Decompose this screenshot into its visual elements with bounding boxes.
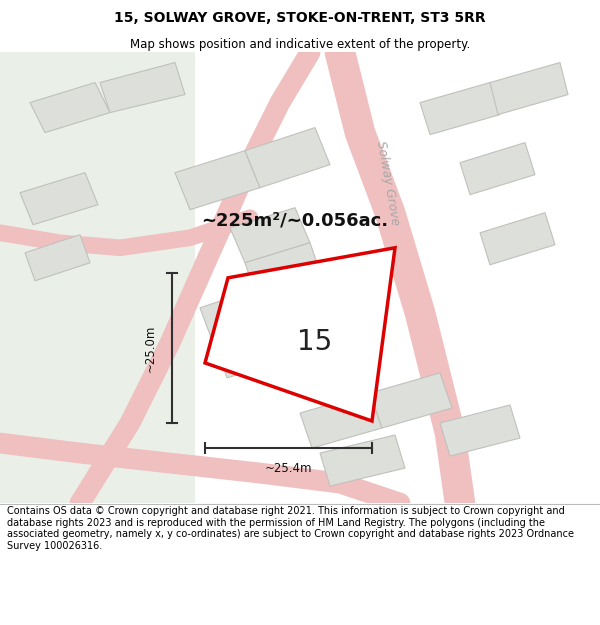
Polygon shape bbox=[175, 151, 260, 210]
Polygon shape bbox=[300, 393, 382, 448]
Text: Map shows position and indicative extent of the property.: Map shows position and indicative extent… bbox=[130, 38, 470, 51]
Polygon shape bbox=[460, 142, 535, 195]
Polygon shape bbox=[420, 82, 500, 134]
Text: Contains OS data © Crown copyright and database right 2021. This information is : Contains OS data © Crown copyright and d… bbox=[7, 506, 574, 551]
Polygon shape bbox=[215, 321, 290, 378]
Text: ~25.0m: ~25.0m bbox=[143, 324, 157, 372]
Polygon shape bbox=[200, 286, 278, 343]
Polygon shape bbox=[480, 213, 555, 265]
Polygon shape bbox=[440, 405, 520, 456]
Text: ~25.4m: ~25.4m bbox=[265, 462, 312, 474]
Polygon shape bbox=[245, 242, 322, 298]
Polygon shape bbox=[245, 127, 330, 188]
Polygon shape bbox=[230, 208, 310, 262]
Polygon shape bbox=[25, 235, 90, 281]
Text: ~225m²/~0.056ac.: ~225m²/~0.056ac. bbox=[202, 212, 389, 230]
Polygon shape bbox=[320, 435, 405, 486]
Polygon shape bbox=[0, 52, 195, 503]
Polygon shape bbox=[490, 62, 568, 114]
Polygon shape bbox=[370, 373, 452, 428]
Text: 15, SOLWAY GROVE, STOKE-ON-TRENT, ST3 5RR: 15, SOLWAY GROVE, STOKE-ON-TRENT, ST3 5R… bbox=[114, 11, 486, 24]
Polygon shape bbox=[100, 62, 185, 112]
Polygon shape bbox=[30, 82, 110, 132]
Polygon shape bbox=[20, 173, 98, 225]
Text: Solway Grove: Solway Grove bbox=[374, 139, 402, 226]
Polygon shape bbox=[205, 248, 395, 421]
Text: 15: 15 bbox=[298, 328, 332, 356]
